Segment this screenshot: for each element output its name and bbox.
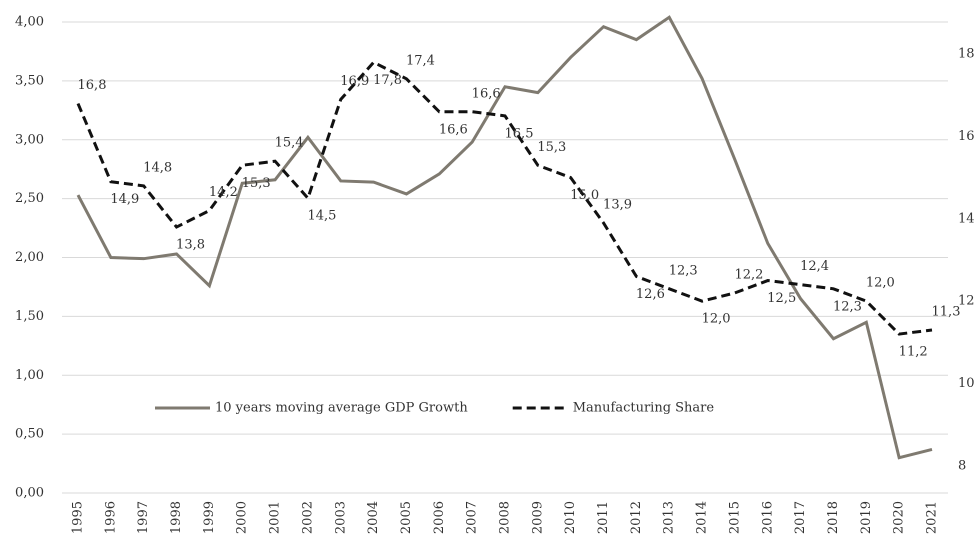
y2-tick-label: 16 [958,129,975,144]
data-label: 14,8 [143,160,172,175]
x-tick-label: 2011 [596,501,611,534]
data-label: 12,5 [767,291,796,306]
y-tick-label: 1,00 [15,368,44,383]
data-label: 15,0 [570,188,599,203]
x-tick-label: 2015 [727,501,742,534]
legend-label: 10 years moving average GDP Growth [215,401,468,416]
data-label: 17,8 [373,73,402,88]
x-tick-label: 2016 [760,501,775,534]
y-tick-label: 0,50 [15,427,44,442]
y2-tick-label: 10 [958,376,975,391]
x-tick-label: 2000 [235,501,250,534]
x-tick-label: 2018 [826,501,841,534]
data-label: 15,3 [242,176,271,191]
y-tick-label: 4,00 [15,15,44,30]
series-line [76,60,933,336]
x-tick-label: 2003 [333,501,348,534]
x-tick-label: 2010 [563,501,578,534]
y-tick-label: 2,00 [15,250,44,265]
data-label: 15,4 [275,136,304,151]
data-label: 14,2 [209,185,238,200]
data-label: 13,8 [176,238,205,253]
data-label: 14,9 [110,192,139,207]
data-label: 12,6 [636,287,665,302]
data-label: 14,5 [307,209,336,224]
data-label: 13,9 [603,197,632,212]
y-tick-label: 3,50 [15,73,44,88]
data-label: 17,4 [406,53,435,68]
x-tick-label: 2021 [925,501,940,534]
data-label: 11,3 [932,304,961,319]
x-tick-label: 2014 [695,501,710,534]
x-tick-label: 2017 [793,501,808,534]
legend-label: Manufacturing Share [573,401,715,416]
data-label: 12,2 [734,267,763,282]
y-tick-label: 3,00 [15,132,44,147]
x-tick-label: 1996 [103,501,118,534]
x-tick-label: 2002 [300,501,315,534]
x-tick-label: 2005 [399,501,414,534]
x-tick-label: 2020 [892,501,907,534]
data-label: 16,6 [439,122,468,137]
x-tick-label: 1995 [71,501,86,534]
y2-tick-label: 18 [958,47,975,62]
data-label: 12,3 [669,263,698,278]
data-label: 12,0 [702,312,731,327]
x-tick-label: 1997 [136,501,151,534]
x-tick-label: 2006 [432,501,447,534]
y2-tick-label: 12 [958,294,975,309]
y-tick-label: 2,50 [15,191,44,206]
data-label: 12,3 [833,299,862,314]
y2-tick-label: 8 [958,458,966,473]
x-tick-label: 2013 [662,501,677,534]
data-label: 12,0 [866,276,895,291]
x-tick-label: 2012 [629,501,644,534]
data-label: 16,5 [505,126,534,141]
data-label: 16,6 [472,86,501,101]
data-label: 16,9 [340,74,369,89]
x-tick-label: 2007 [465,501,480,534]
data-label: 15,3 [537,140,566,155]
x-tick-label: 2009 [530,501,545,534]
y2-tick-label: 14 [958,211,975,226]
data-label: 12,4 [800,259,829,274]
data-label: 16,8 [78,78,107,93]
y-tick-label: 0,00 [15,486,44,501]
x-tick-label: 1998 [169,501,184,534]
x-tick-label: 2008 [498,501,513,534]
y-tick-label: 1,50 [15,309,44,324]
x-tick-label: 2001 [268,501,283,534]
x-tick-label: 2019 [859,501,874,534]
data-label: 11,2 [899,345,928,360]
series-line [76,15,933,460]
x-tick-label: 2004 [366,501,381,534]
x-tick-label: 1999 [202,501,217,534]
